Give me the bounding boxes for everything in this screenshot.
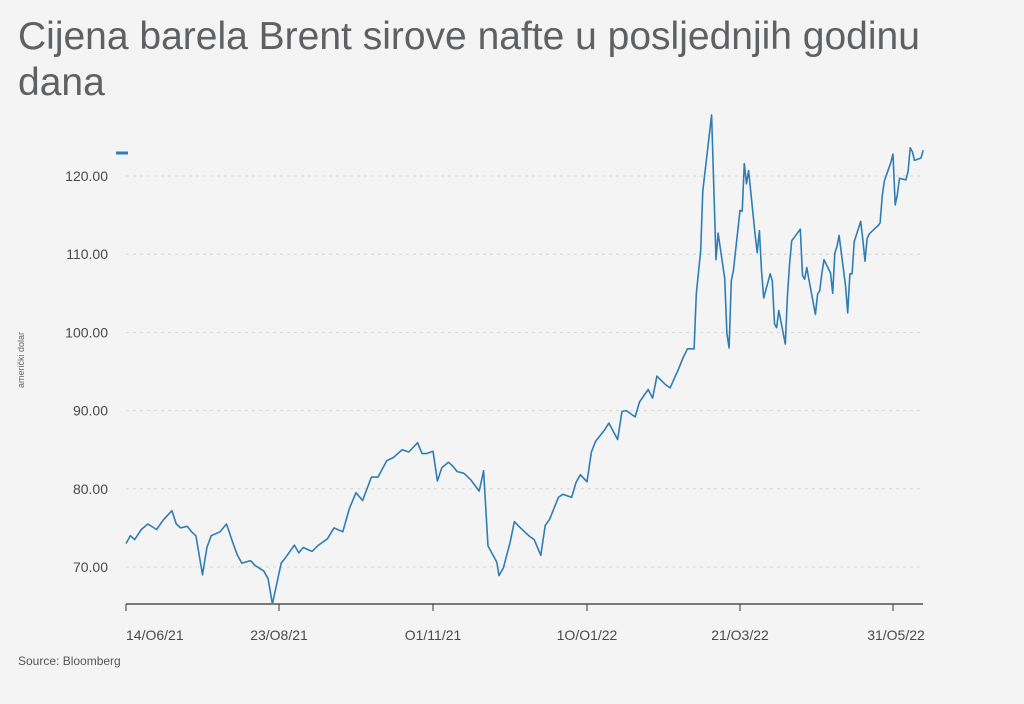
- x-axis: 14/O6/21 23/O8/21 O1/11/21 1O/O1/22 21/O3/22…: [125, 603, 925, 643]
- x-tick-label: 14/O6/21: [126, 627, 184, 643]
- y-tick-label: 110.00: [66, 246, 108, 262]
- source-note: Source: Bloomberg: [18, 654, 121, 668]
- gridlines: [126, 175, 923, 568]
- y-tick-label: 120.00: [65, 168, 108, 184]
- x-tick-label: 1O/O1/22: [557, 627, 618, 643]
- y-tick-label: 80.00: [73, 481, 108, 497]
- x-tick-label: 21/O3/22: [711, 627, 769, 643]
- y-tick-label: 90.00: [73, 403, 108, 419]
- x-tick-label: 23/O8/21: [250, 627, 308, 643]
- x-tick-label: O1/11/21: [405, 627, 462, 643]
- x-tick-label: 31/O5/22: [867, 627, 925, 643]
- y-tick-label: 70.00: [73, 559, 108, 575]
- y-axis-label: američki dolar: [16, 332, 26, 388]
- y-axis: 70.00 80.00 90.00 100.00 110.00 120.00: [65, 168, 108, 575]
- y-tick-label: 100.00: [65, 324, 108, 340]
- series-line: [125, 114, 924, 605]
- chart-title: Cijena barela Brent sirove nafte u poslj…: [18, 15, 920, 104]
